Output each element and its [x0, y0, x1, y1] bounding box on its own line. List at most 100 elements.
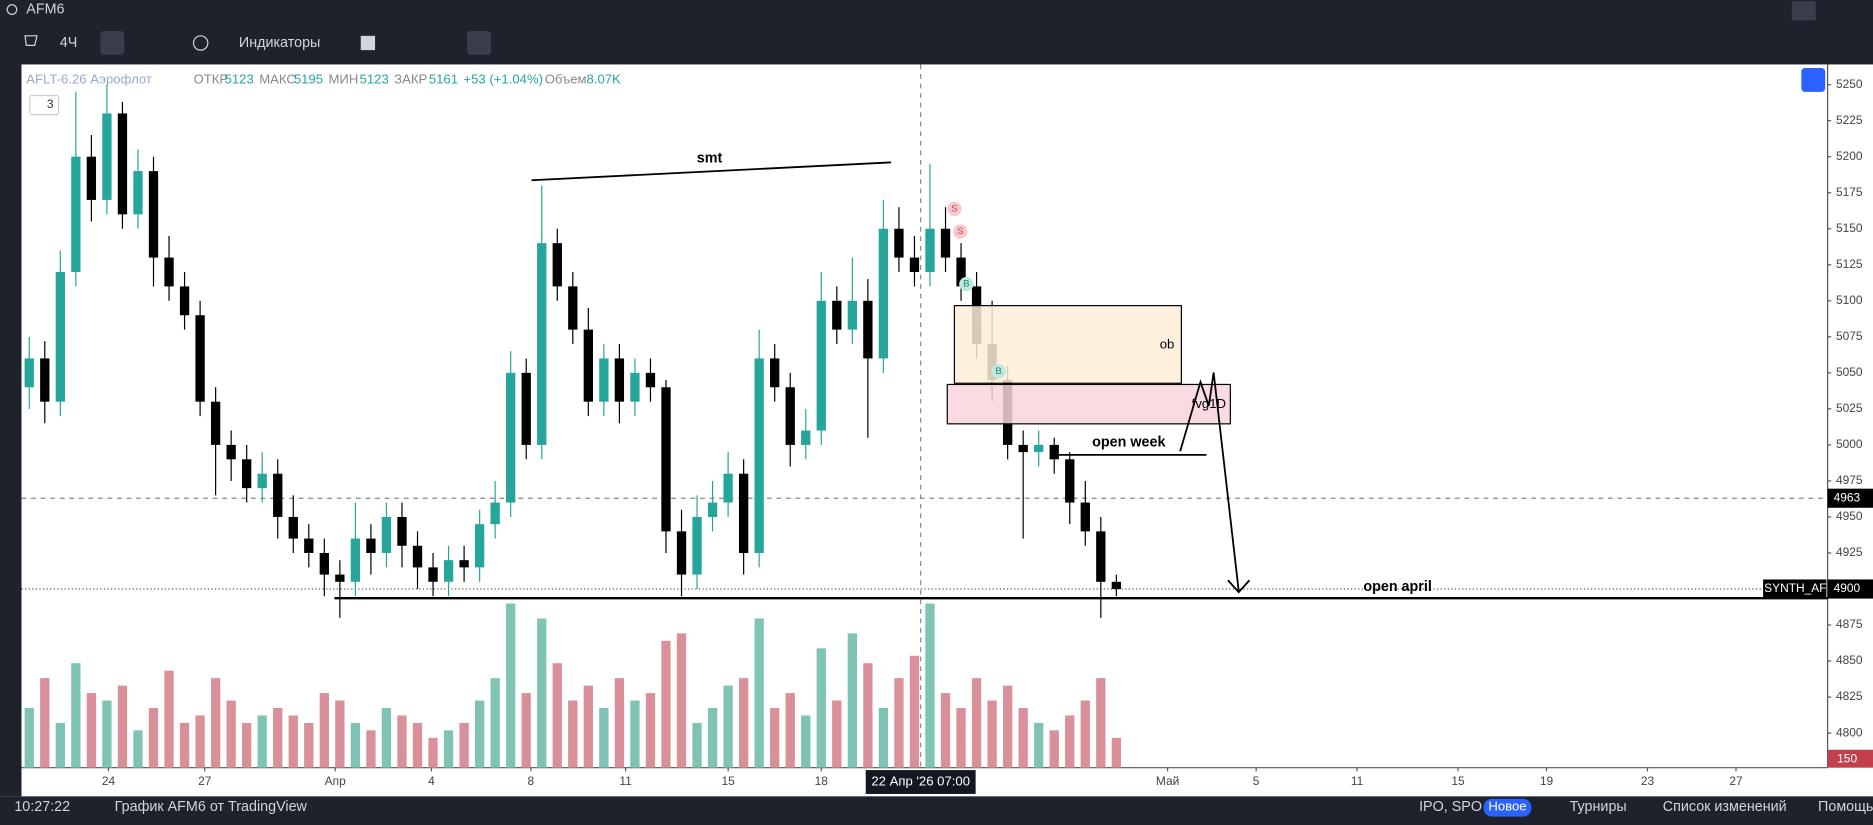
compare-icon[interactable]	[192, 35, 209, 51]
legend-value: 5161	[429, 71, 458, 86]
footer-title[interactable]: График AFM6 от TradingView	[115, 799, 308, 815]
volume-bar	[661, 640, 671, 768]
candle-body	[661, 387, 671, 532]
footer-link[interactable]: IPO, SPO	[1419, 799, 1482, 815]
price-tag-label: 4900	[1834, 581, 1861, 595]
candle-body	[459, 560, 469, 568]
candle-body	[754, 358, 764, 553]
volume-bar	[443, 730, 454, 768]
candle-body	[630, 372, 640, 402]
volume-bar	[288, 715, 298, 768]
signal-label: S	[957, 226, 963, 237]
annotation: open april	[1363, 579, 1431, 595]
axis-layer: 4800 4825 4850 4875 4900 4925 4950 4975 5000 5025…	[102, 77, 1873, 794]
footer-link[interactable]: Список изменений	[1663, 799, 1787, 815]
candle-body	[133, 171, 143, 215]
cart-icon[interactable]	[24, 35, 38, 46]
candle-body	[335, 574, 345, 582]
candle-body	[568, 286, 578, 330]
symbol[interactable]: AFM6	[26, 1, 64, 17]
candle-body	[1065, 459, 1075, 503]
candle-body	[863, 300, 873, 359]
volume-bar	[832, 700, 842, 768]
volume-bar	[55, 722, 65, 768]
x-tick-label: 24	[102, 774, 116, 788]
order-block[interactable]	[953, 305, 1182, 384]
volume-bar	[226, 700, 236, 768]
fvg-box[interactable]	[946, 383, 1231, 425]
legend-label: МАКС	[259, 71, 296, 86]
candle-body	[521, 372, 531, 445]
volume-bar	[987, 700, 997, 768]
x-tick-label: 23	[1641, 774, 1655, 788]
footer	[0, 796, 1873, 825]
candles-button[interactable]	[100, 31, 125, 55]
volume-bar	[195, 715, 205, 768]
candle-body	[366, 538, 376, 553]
candle-body	[847, 300, 858, 330]
volume-bar	[506, 603, 516, 768]
y-tick-label: 5050	[1836, 365, 1863, 379]
volume-bar	[1049, 730, 1059, 768]
y-tick-label: 5000	[1836, 437, 1863, 451]
candle-body	[148, 171, 159, 258]
candle-body	[770, 358, 780, 388]
candle-body	[319, 552, 329, 575]
volume-bar	[319, 693, 329, 768]
candle-body	[55, 271, 65, 402]
indicators[interactable]: Индикаторы	[239, 35, 320, 51]
candle-body	[210, 401, 221, 445]
signal-label: B	[963, 279, 969, 290]
search-icon[interactable]	[6, 4, 18, 15]
interval[interactable]: 4Ч	[60, 35, 78, 51]
fullscreen-button[interactable]	[1801, 68, 1826, 92]
footer-link[interactable]: Помощь	[1818, 799, 1873, 815]
volume-bar	[630, 700, 640, 768]
price-tag	[1827, 579, 1873, 599]
y-tick-label: 5175	[1836, 185, 1863, 199]
volume-bar	[785, 693, 795, 768]
replay-button[interactable]	[467, 31, 491, 55]
volume-tag	[1827, 749, 1873, 768]
x-tick-label: Май	[1156, 774, 1179, 788]
volume-bar	[1002, 685, 1013, 768]
badge[interactable]	[29, 94, 60, 116]
volume-bar	[210, 678, 221, 768]
new-label: Новое	[1488, 799, 1526, 814]
volume-bar	[164, 670, 174, 768]
templates-icon[interactable]	[360, 35, 376, 51]
volume-bar	[754, 618, 764, 768]
candle-body	[552, 243, 562, 287]
volume-bar	[940, 693, 951, 768]
new-pill[interactable]	[1483, 798, 1532, 817]
volume-bar	[412, 722, 423, 768]
volume-bar	[568, 700, 578, 768]
volume-bar	[366, 730, 376, 768]
y-tick-label: 5150	[1836, 221, 1863, 235]
volume-bar	[676, 633, 687, 768]
path-arrow[interactable]	[1179, 372, 1240, 592]
volume-bar	[490, 678, 500, 768]
candle-body	[692, 516, 702, 575]
volume-bar	[707, 707, 718, 768]
candle-body	[117, 113, 128, 215]
candle-body	[257, 473, 267, 489]
candle-body	[179, 286, 190, 316]
candle-body	[1111, 581, 1122, 590]
candle-body	[1096, 531, 1106, 582]
candle-body	[195, 315, 205, 402]
candle-body	[164, 257, 174, 287]
collapse-button[interactable]	[1791, 1, 1816, 21]
volume-bar	[723, 685, 733, 768]
volume-bar	[1018, 707, 1028, 768]
volume-bar	[304, 722, 314, 768]
x-tick-label: Апр	[325, 774, 346, 788]
footer-link[interactable]: Турниры	[1570, 799, 1627, 815]
legend-label: ОТКР	[194, 71, 229, 86]
clock: 10:27:22	[14, 799, 70, 815]
candle-body	[1080, 502, 1090, 532]
badge-count: 3	[47, 97, 54, 111]
smt-line[interactable]	[531, 161, 892, 182]
annotation: ob	[1160, 337, 1175, 352]
candle-body	[350, 538, 361, 582]
